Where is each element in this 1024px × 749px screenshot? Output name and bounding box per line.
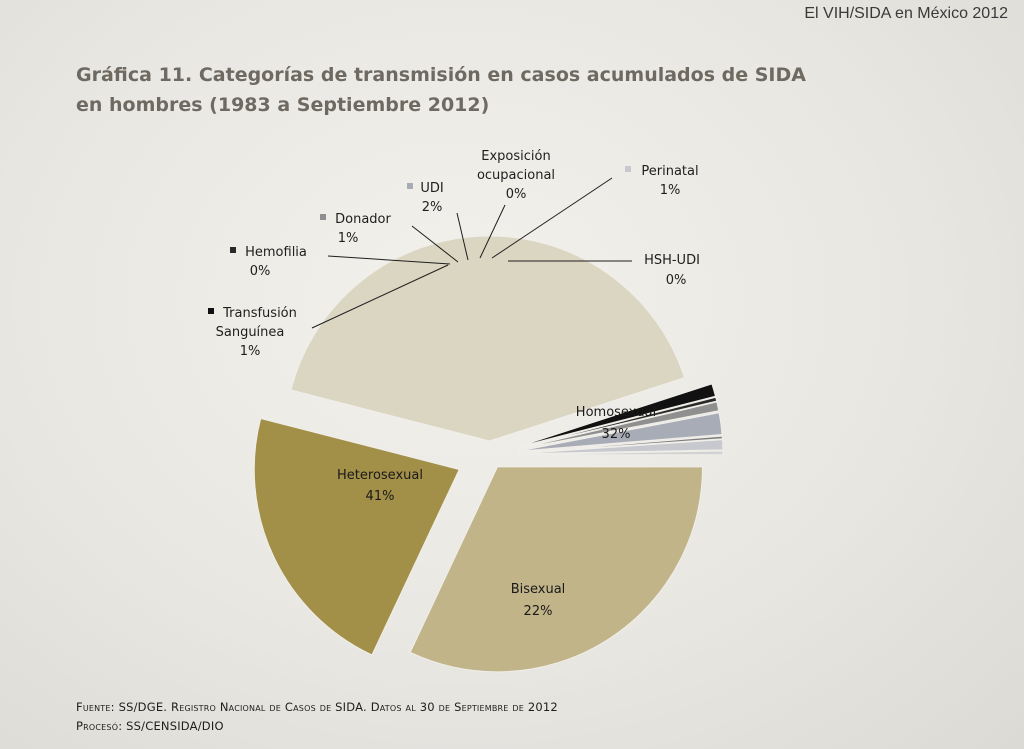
source-note: Fuente: SS/DGE. Registro Nacional de Cas…	[76, 700, 558, 714]
slice-value-donador: 1%	[338, 231, 359, 246]
slice-value-bisexual: 22%	[524, 604, 553, 619]
leader-line-donador	[411, 225, 459, 263]
chart-title-line-2: en hombres (1983 a Septiembre 2012)	[76, 94, 490, 116]
pie-slice-donador	[517, 401, 720, 450]
document-header: El VIH/SIDA en México 2012	[804, 5, 1008, 22]
slice-label-heterosexual: Heterosexual	[337, 468, 423, 483]
slice-label-transfusion-sanguinea-part-1: Transfusión	[222, 306, 297, 321]
slice-value-heterosexual: 41%	[366, 489, 395, 504]
chart-title: Gráfica 11. Categorías de transmisión en…	[76, 60, 836, 120]
pie-slice-transfusion-sanguinea	[516, 383, 717, 448]
slice-label-perinatal: Perinatal	[641, 164, 698, 179]
slice-value-transfusion-sanguinea: 1%	[240, 344, 261, 359]
leader-line-perinatal	[491, 177, 613, 259]
slice-value-exposicion-ocupacional: 0%	[506, 187, 527, 202]
slice-value-hsh-udi: 0%	[666, 273, 687, 288]
pie-slice-udi	[517, 412, 723, 452]
slice-label-donador: Donador	[335, 212, 391, 227]
leader-line-transfusion-sanguinea	[311, 264, 449, 329]
process-note: Procesó: SS/CENSIDA/DIO	[76, 719, 224, 733]
legend-swatch-hemofilia	[230, 247, 236, 253]
legend-swatch-transfusion-sanguinea	[208, 308, 214, 314]
pie-slice-hsh-udi	[517, 450, 724, 456]
chart-title-line-1: Gráfica 11. Categorías de transmisión en…	[76, 64, 806, 86]
leader-line-exposicion-ocupacional	[479, 204, 506, 259]
slice-label-hemofilia: Hemofilia	[245, 245, 307, 260]
slice-label-bisexual: Bisexual	[511, 582, 566, 597]
pie-slice-perinatal	[517, 439, 724, 455]
slice-label-exposicion-ocupacional-part-1: Exposición	[481, 149, 550, 164]
slice-label-udi: UDI	[420, 181, 443, 196]
slice-value-perinatal: 1%	[660, 183, 681, 198]
leader-line-hemofilia	[327, 255, 451, 265]
pie-slice-bisexual	[253, 417, 460, 656]
pie-slice-homosexual	[409, 466, 704, 673]
legend-swatch-udi	[407, 183, 413, 189]
slice-label-exposicion-ocupacional-part-2: ocupacional	[477, 168, 555, 183]
legend-swatch-donador	[320, 214, 326, 220]
chart-footer: Fuente: SS/DGE. Registro Nacional de Cas…	[76, 698, 558, 736]
legend-swatch-perinatal	[625, 166, 631, 172]
slice-label-hsh-udi: HSH-UDI	[644, 253, 700, 268]
pie-slice-exposicion-ocupacional	[517, 435, 723, 454]
slice-value-homosexual: 32%	[602, 427, 631, 442]
pie-slice-heterosexual	[290, 235, 686, 442]
slice-value-udi: 2%	[422, 200, 443, 215]
slice-value-hemofilia: 0%	[250, 264, 271, 279]
slice-label-transfusion-sanguinea-part-2: Sanguínea	[216, 325, 285, 340]
slice-label-homosexual: Homosexual	[576, 405, 656, 420]
pie-slice-hemofilia	[517, 396, 718, 449]
leader-line-udi	[456, 212, 469, 261]
